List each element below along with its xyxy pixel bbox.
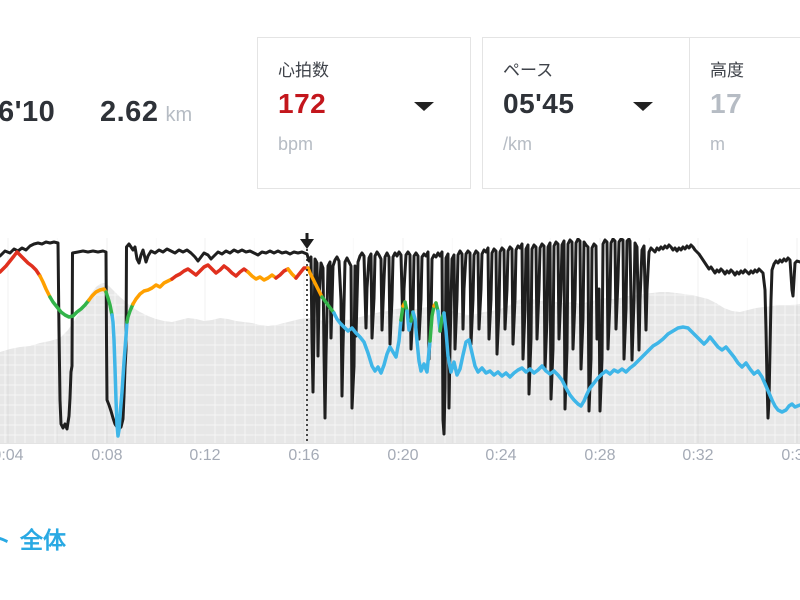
metric-card-altitude[interactable]: 高度 17 m [689, 37, 800, 189]
heart-rate-line [0, 250, 800, 438]
chart-cursor[interactable] [300, 233, 314, 441]
distance-unit: km [165, 104, 193, 126]
axis-tick-label: 0:32 [682, 447, 714, 464]
metric-card-heart-rate[interactable]: 心拍数 172 bpm [257, 37, 471, 189]
altitude-label: 高度 [710, 61, 744, 80]
metric-card-pace[interactable]: ペース 05'45 /km [482, 37, 690, 189]
duration-value: 6'10 [0, 96, 56, 128]
time-axis: 0:04 0:08 0:12 0:16 0:20 0:24 0:28 0:32 0:36 [0, 447, 800, 469]
heart-rate-dropdown-icon[interactable] [414, 102, 434, 111]
altitude-value: 17 [710, 88, 743, 119]
pace-dropdown-icon[interactable] [633, 102, 653, 111]
pace-value: 05'45 [503, 88, 575, 119]
axis-tick-label: 0:20 [387, 447, 419, 464]
axis-tick-label: 0:04 [0, 447, 24, 464]
show-overall-link-prefix: ト [0, 527, 11, 553]
heart-rate-unit: bpm [278, 134, 314, 154]
axis-tick-label: 0:12 [189, 447, 221, 464]
axis-tick-label: 0:28 [584, 447, 616, 464]
heart-rate-value: 172 [278, 88, 327, 119]
pace-unit: /km [503, 134, 532, 154]
axis-tick-label: 0:24 [485, 447, 517, 464]
axis-tick-label: 0:08 [91, 447, 123, 464]
show-overall-link[interactable]: ト全体 [0, 521, 66, 555]
heart-rate-label: 心拍数 [278, 61, 329, 80]
axis-tick-label: 0:16 [288, 447, 320, 464]
distance-value: 2.62 km [100, 96, 192, 129]
distance-number: 2.62 [100, 96, 159, 128]
altitude-unit: m [710, 134, 725, 154]
pace-line [0, 238, 800, 436]
show-overall-link-label: 全体 [20, 527, 66, 553]
axis-tick-label: 0:36 [781, 447, 800, 464]
pace-label: ペース [503, 61, 554, 80]
